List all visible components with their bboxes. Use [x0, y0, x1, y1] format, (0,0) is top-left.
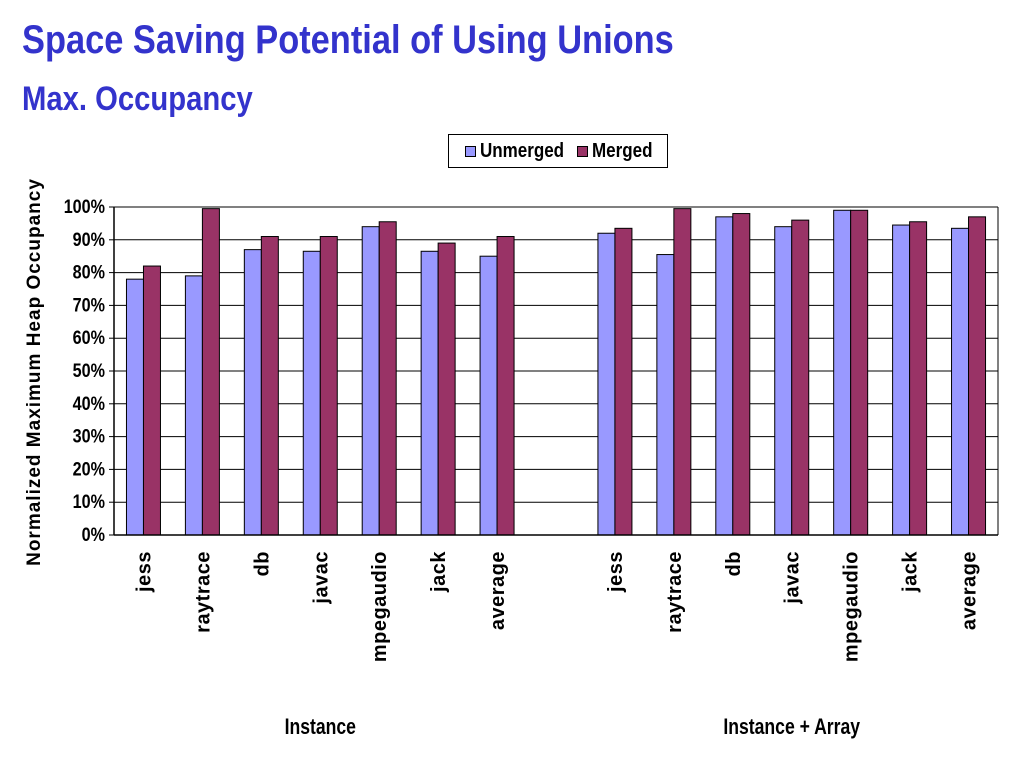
y-tick-label: 90% [73, 229, 106, 251]
bar-unmerged-raytrace-instance [184, 275, 203, 536]
x-tick-label: javac [782, 551, 804, 605]
bar-merged-average-instance-array [968, 216, 987, 536]
x-tick-label: mpegaudio [841, 551, 863, 662]
bar-merged-jess-instance-array [614, 227, 633, 536]
bar-merged-db-instance [260, 236, 279, 536]
x-tick-label: average [959, 551, 981, 630]
legend-item-unmerged: Unmerged [464, 139, 567, 163]
x-tick-label: jess [133, 551, 155, 593]
bar-unmerged-jess-instance-array [597, 232, 616, 536]
bar-merged-javac-instance [319, 236, 338, 536]
bar-merged-average-instance [496, 236, 515, 536]
bar-unmerged-mpegaudio-instance [361, 226, 380, 536]
x-group-label: Instance + Array [723, 715, 860, 739]
legend-label-unmerged: Unmerged [479, 139, 565, 162]
y-tick-label: 60% [73, 327, 106, 349]
bar-unmerged-average-instance [479, 255, 498, 536]
x-tick-label: db [251, 551, 273, 576]
x-tick-label: mpegaudio [369, 551, 391, 662]
legend-item-merged: Merged [576, 139, 653, 163]
slide-title: Space Saving Potential of Using Unions [22, 18, 674, 62]
bar-unmerged-javac-instance [302, 250, 321, 536]
y-tick-label: 50% [73, 360, 106, 382]
y-tick-label: 100% [64, 196, 106, 218]
slide-subtitle: Max. Occupancy [22, 80, 253, 118]
chart-legend: Unmerged Merged [448, 134, 668, 168]
y-tick-label: 10% [73, 491, 106, 513]
bar-unmerged-javac-instance-array [774, 226, 793, 536]
y-tick-label: 40% [73, 393, 106, 415]
legend-label-merged: Merged [591, 139, 653, 162]
x-tick-label: jack [900, 551, 922, 593]
y-tick-label: 70% [73, 294, 106, 316]
bar-unmerged-jack-instance-array [892, 224, 911, 536]
bar-unmerged-jess-instance [125, 278, 144, 536]
x-tick-label: average [487, 551, 509, 630]
x-tick-label: jess [605, 551, 627, 593]
y-axis-label: Normalized Maximum Heap Occupancy [24, 178, 45, 566]
bar-unmerged-db-instance [243, 249, 262, 536]
bar-unmerged-mpegaudio-instance-array [833, 209, 852, 536]
bar-merged-jess-instance [142, 265, 161, 536]
bar-merged-db-instance-array [732, 213, 751, 536]
bar-unmerged-jack-instance [420, 250, 439, 536]
y-tick-label: 80% [73, 261, 106, 283]
x-tick-label: db [723, 551, 745, 576]
bar-unmerged-raytrace-instance-array [656, 254, 675, 536]
bar-unmerged-average-instance-array [951, 227, 970, 536]
legend-swatch-merged [576, 145, 588, 157]
y-tick-label: 0% [82, 524, 106, 546]
x-group-label: Instance [285, 715, 356, 739]
y-tick-label: 20% [73, 458, 106, 480]
y-tick-label: 30% [73, 425, 106, 447]
bar-merged-jack-instance-array [909, 221, 928, 536]
x-tick-label: raytrace [192, 551, 214, 633]
bar-merged-raytrace-instance-array [673, 208, 692, 536]
bar-merged-raytrace-instance [201, 208, 220, 536]
bar-unmerged-db-instance-array [715, 216, 734, 536]
x-tick-label: jack [428, 551, 450, 593]
x-tick-label: raytrace [664, 551, 686, 633]
bar-merged-jack-instance [437, 242, 456, 536]
x-tick-label: javac [310, 551, 332, 605]
bar-merged-mpegaudio-instance [378, 221, 397, 536]
bar-merged-mpegaudio-instance-array [850, 209, 869, 536]
bar-merged-javac-instance-array [791, 219, 810, 536]
legend-swatch-unmerged [464, 145, 476, 157]
